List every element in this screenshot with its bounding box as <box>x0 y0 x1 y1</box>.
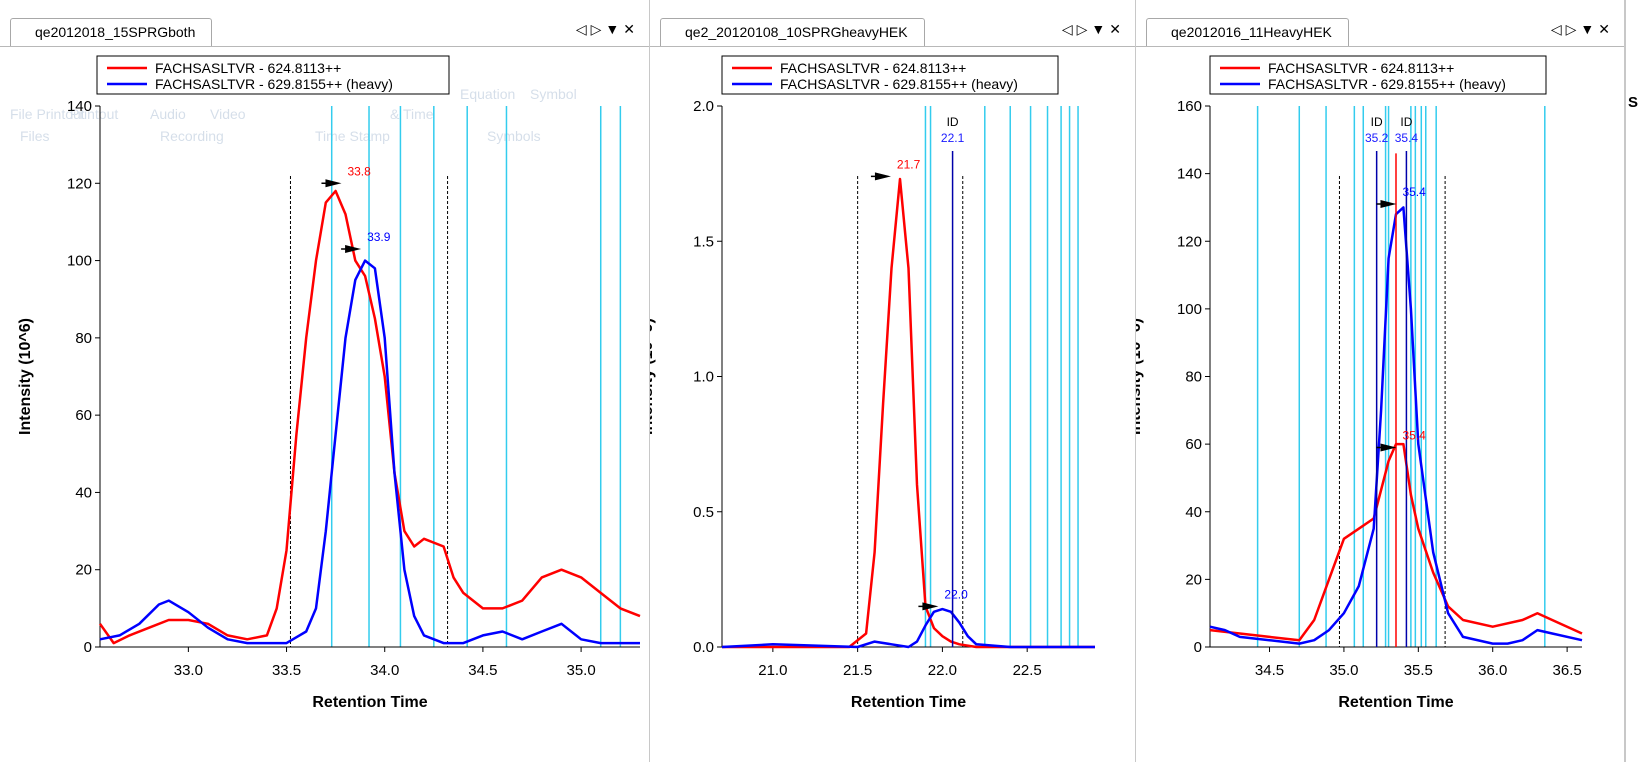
y-tick-label: 0 <box>1194 639 1202 656</box>
series-line-heavy <box>99 259 640 645</box>
close-icon[interactable]: ✕ <box>1598 21 1614 37</box>
y-tick-label: 40 <box>1185 504 1202 521</box>
peak-label: 22.0 <box>944 587 968 601</box>
x-tick-label: 22.0 <box>928 662 957 679</box>
y-tick-label: 2.0 <box>693 98 714 115</box>
y-tick-label: 100 <box>67 253 92 270</box>
id-marker-value: 35.2 <box>1365 131 1389 145</box>
chromatogram-chart: 0.0 0.5 1.0 1.5 2.0 21.0 21.5 22.0 22.5 Retention… <box>650 55 1095 711</box>
scroll-left-icon[interactable]: ◁ <box>1550 21 1566 37</box>
chromatogram-chart: 0 20 40 60 80 100 120 140 33.0 33.5 34.0 34.5 35.0 Re… <box>17 55 641 711</box>
x-tick-label: 35.5 <box>1404 662 1433 679</box>
peak-label: 35.4 <box>1402 429 1426 443</box>
x-tick-label: 34.5 <box>1255 662 1284 679</box>
x-tick-label: 35.0 <box>566 662 595 679</box>
legend-entry: FACHSASLTVR - 624.8113++ <box>780 60 966 76</box>
x-tick-label: 21.0 <box>758 662 787 679</box>
peak-label: 33.8 <box>347 164 371 178</box>
x-tick-label: 34.0 <box>370 662 399 679</box>
peak-label: 35.4 <box>1402 185 1426 199</box>
x-tick-label: 36.0 <box>1478 662 1507 679</box>
next-pane-edge: S <box>1625 0 1642 762</box>
y-tick-label: 60 <box>75 407 92 424</box>
id-marker-value: 22.1 <box>941 131 965 145</box>
scroll-right-icon[interactable]: ▷ <box>1076 21 1092 37</box>
scroll-right-icon[interactable]: ▷ <box>1565 21 1581 37</box>
next-pane-label: S <box>1628 94 1639 111</box>
tab-controls: ◁▷▼✕ <box>576 18 639 40</box>
y-tick-label: 20 <box>1185 571 1202 588</box>
tab-controls: ◁▷▼✕ <box>1551 18 1614 40</box>
y-tick-label: 1.5 <box>693 233 714 250</box>
y-axis-label: Intensity (10^9) <box>650 318 656 435</box>
legend-box <box>1209 55 1547 95</box>
peak-label: 21.7 <box>897 157 921 171</box>
document-tab[interactable]: qe2012016_11HeavyHEK <box>1146 18 1349 46</box>
series-line-light <box>1209 442 1583 642</box>
scroll-right-icon[interactable]: ▷ <box>590 21 606 37</box>
close-icon[interactable]: ✕ <box>623 21 639 37</box>
legend-entry: FACHSASLTVR - 629.8155++ (heavy) <box>155 76 393 92</box>
y-tick-label: 120 <box>1177 233 1202 250</box>
x-tick-label: 22.5 <box>1013 662 1042 679</box>
chart-pane-3: qe2012016_11HeavyHEK ◁▷▼✕ 0 20 40 60 80 100 12… <box>1136 0 1625 762</box>
dropdown-icon[interactable]: ▼ <box>605 21 624 37</box>
x-tick-label: 34.5 <box>468 662 497 679</box>
chart-pane-1: qe2012018_15SPRGboth ◁▷▼✕ File Printout … <box>0 0 650 762</box>
tab-controls: ◁▷▼✕ <box>1062 18 1125 40</box>
series-line-light <box>98 189 641 645</box>
close-icon[interactable]: ✕ <box>1109 21 1125 37</box>
legend-box <box>721 55 1059 95</box>
id-marker-label: ID <box>1371 115 1383 129</box>
y-tick-label: 120 <box>67 175 92 192</box>
y-tick-label: 140 <box>1177 166 1202 183</box>
y-tick-label: 60 <box>1185 436 1202 453</box>
y-tick-label: 160 <box>1177 98 1202 115</box>
document-tab[interactable]: qe2012018_15SPRGboth <box>10 18 213 46</box>
dropdown-icon[interactable]: ▼ <box>1580 21 1599 37</box>
series-line-heavy <box>721 607 1095 649</box>
y-tick-label: 80 <box>1185 369 1202 386</box>
legend-entry: FACHSASLTVR - 624.8113++ <box>1268 60 1454 76</box>
y-tick-label: 0.5 <box>693 504 714 521</box>
dropdown-icon[interactable]: ▼ <box>1091 21 1110 37</box>
x-tick-label: 33.0 <box>174 662 203 679</box>
chart-pane-2: qe2_20120108_10SPRGheavyHEK ◁▷▼✕ 0.0 0.5 1… <box>650 0 1136 762</box>
y-tick-label: 0.0 <box>693 639 714 656</box>
y-tick-label: 100 <box>1177 301 1202 318</box>
x-tick-label: 33.5 <box>272 662 301 679</box>
legend-entry: FACHSASLTVR - 624.8113++ <box>155 60 341 76</box>
y-tick-label: 140 <box>67 98 92 115</box>
x-axis-label: Retention Time <box>851 694 966 711</box>
id-marker-value: 35.4 <box>1395 131 1419 145</box>
id-marker-label: ID <box>947 115 959 129</box>
y-axis-label: Intensity (10^6) <box>17 318 34 435</box>
y-tick-label: 20 <box>75 562 92 579</box>
chromatogram-chart: 0 20 40 60 80 100 120 140 160 34.5 35.0 35.5 36.0 36.… <box>1136 55 1583 711</box>
x-tick-label: 21.5 <box>843 662 872 679</box>
scroll-left-icon[interactable]: ◁ <box>575 21 591 37</box>
legend-entry: FACHSASLTVR - 629.8155++ (heavy) <box>1268 76 1506 92</box>
scroll-left-icon[interactable]: ◁ <box>1061 21 1077 37</box>
series-line-light <box>722 177 1095 649</box>
peak-label: 33.9 <box>367 230 391 244</box>
y-tick-label: 40 <box>75 484 92 501</box>
y-tick-label: 0 <box>84 639 92 656</box>
y-axis-label: Intensity (10^6) <box>1136 318 1144 435</box>
legend-entry: FACHSASLTVR - 629.8155++ (heavy) <box>780 76 1018 92</box>
x-tick-label: 35.0 <box>1329 662 1358 679</box>
y-tick-label: 1.0 <box>693 369 714 386</box>
x-axis-label: Retention Time <box>312 694 427 711</box>
legend-box <box>96 55 450 95</box>
y-tick-label: 80 <box>75 330 92 347</box>
x-tick-label: 36.5 <box>1553 662 1582 679</box>
id-marker-label: ID <box>1400 115 1412 129</box>
tab-bar: qe2012016_11HeavyHEK ◁▷▼✕ <box>1136 0 1624 47</box>
document-tab[interactable]: qe2_20120108_10SPRGheavyHEK <box>660 18 925 46</box>
tab-bar: qe2012018_15SPRGboth ◁▷▼✕ <box>0 0 649 47</box>
tab-bar: qe2_20120108_10SPRGheavyHEK ◁▷▼✕ <box>650 0 1135 47</box>
x-axis-label: Retention Time <box>1338 694 1453 711</box>
